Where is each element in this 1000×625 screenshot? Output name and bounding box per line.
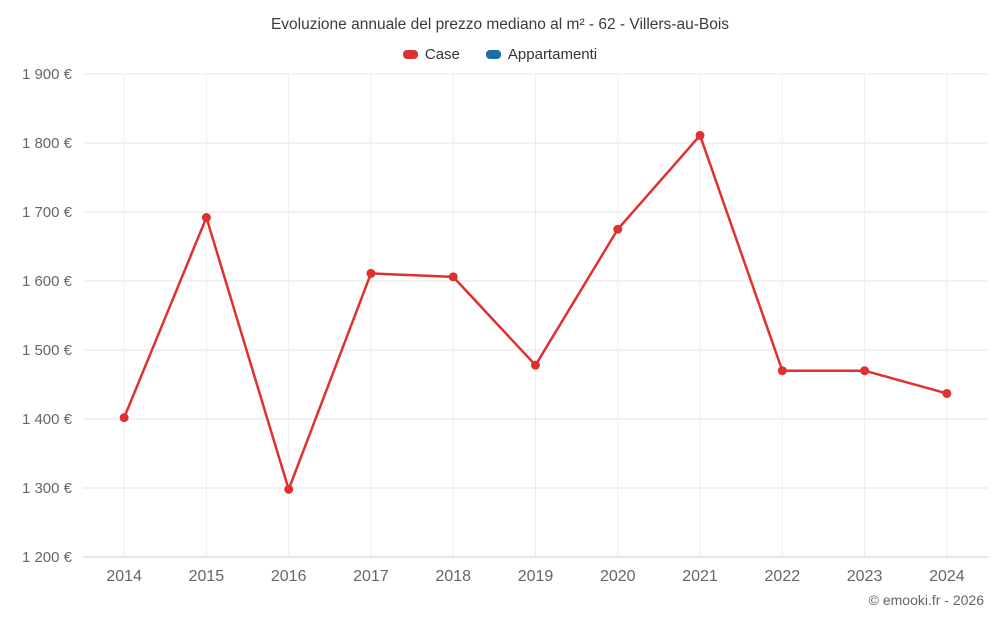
x-axis-tick-label: 2015: [189, 568, 225, 585]
case-series-swatch-icon: [402, 50, 418, 59]
y-axis-tick-label: 1 400 €: [22, 411, 73, 428]
y-axis-tick-label: 1 300 €: [22, 480, 73, 497]
y-axis-tick-label: 1 800 €: [22, 135, 73, 152]
x-axis-tick-label: 2021: [682, 568, 718, 585]
legend-item-case[interactable]: Case: [402, 46, 460, 63]
y-axis-tick-label: 1 600 €: [22, 273, 73, 290]
y-axis-tick-label: 1 700 €: [22, 204, 73, 221]
appartamenti-series-swatch-icon: [485, 50, 501, 59]
data-point-case-2021[interactable]: [695, 130, 705, 140]
chart-legend: Case Appartamenti: [0, 46, 1000, 63]
copyright-credit: © emooki.fr - 2026: [868, 592, 984, 608]
x-axis-tick-label: 2014: [106, 568, 142, 585]
y-axis-tick-label: 1 900 €: [22, 66, 73, 83]
legend-item-appartamenti[interactable]: Appartamenti: [485, 46, 598, 63]
y-axis-tick-label: 1 500 €: [22, 342, 73, 359]
x-axis-tick-label: 2022: [765, 568, 801, 585]
legend-label-appartamenti: Appartamenti: [507, 46, 598, 63]
x-axis-tick-label: 2017: [353, 568, 389, 585]
x-axis-tick-label: 2019: [518, 568, 554, 585]
data-point-case-2023[interactable]: [860, 366, 870, 376]
y-axis-tick-label: 1 200 €: [22, 549, 73, 566]
data-point-case-2024[interactable]: [942, 388, 952, 398]
chart-title: Evoluzione annuale del prezzo mediano al…: [270, 16, 730, 33]
x-axis-tick-label: 2018: [435, 568, 471, 585]
data-point-case-2017[interactable]: [366, 268, 376, 278]
data-point-case-2020[interactable]: [613, 224, 623, 234]
x-axis-tick-label: 2024: [929, 568, 965, 585]
x-axis-tick-label: 2020: [600, 568, 636, 585]
data-point-case-2018[interactable]: [448, 272, 458, 282]
x-axis-tick-label: 2016: [271, 568, 307, 585]
legend-label-case: Case: [424, 46, 460, 63]
data-point-case-2016[interactable]: [284, 484, 294, 494]
data-point-case-2019[interactable]: [531, 360, 540, 370]
data-point-case-2022[interactable]: [777, 366, 787, 376]
data-point-case-2015[interactable]: [201, 213, 211, 223]
data-point-case-2014[interactable]: [119, 413, 129, 423]
x-axis-tick-label: 2023: [847, 568, 883, 585]
